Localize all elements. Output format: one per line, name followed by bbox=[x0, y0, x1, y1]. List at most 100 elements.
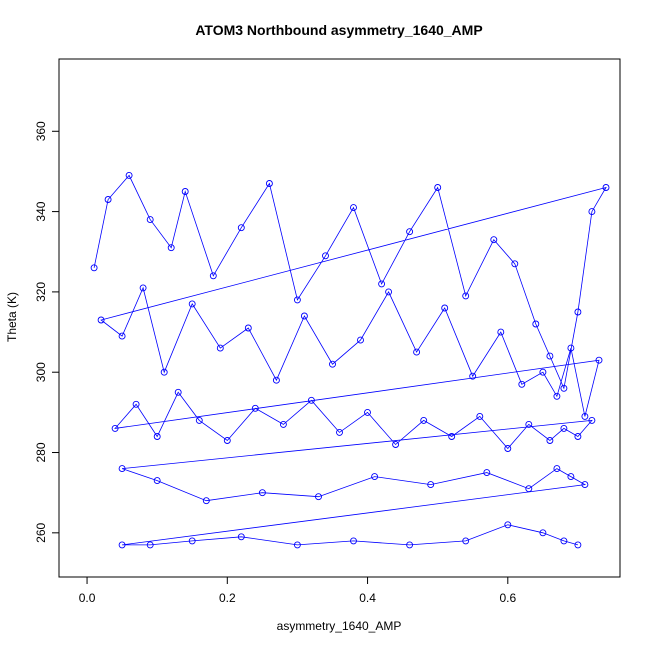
data-point bbox=[279, 420, 287, 428]
data-point bbox=[434, 184, 442, 191]
data-point bbox=[567, 344, 575, 352]
data-point bbox=[125, 171, 133, 179]
data-point bbox=[350, 204, 357, 212]
x-tick-label: 0.0 bbox=[79, 591, 96, 605]
data-point bbox=[216, 344, 224, 352]
data-point bbox=[469, 372, 477, 380]
data-point bbox=[581, 481, 589, 489]
data-point bbox=[209, 272, 217, 280]
y-tick-label: 280 bbox=[34, 442, 48, 462]
data-point bbox=[97, 316, 105, 324]
data-point bbox=[357, 336, 364, 344]
data-point bbox=[272, 376, 280, 384]
data-point bbox=[462, 292, 470, 300]
data-point bbox=[574, 308, 582, 316]
data-point bbox=[258, 489, 266, 497]
data-point bbox=[202, 497, 210, 505]
data-point bbox=[595, 356, 603, 364]
data-point bbox=[146, 216, 154, 224]
data-point bbox=[588, 208, 596, 216]
data-point bbox=[427, 481, 435, 489]
data-point bbox=[153, 433, 161, 440]
data-point bbox=[181, 188, 189, 195]
y-tick-label: 360 bbox=[34, 121, 48, 141]
data-point bbox=[497, 328, 505, 336]
data-point bbox=[553, 392, 561, 400]
data-point bbox=[300, 312, 308, 320]
data-point bbox=[188, 537, 196, 545]
data-point bbox=[385, 288, 393, 296]
data-point bbox=[441, 304, 449, 312]
data-point bbox=[104, 196, 112, 203]
data-point bbox=[511, 260, 519, 268]
data-point bbox=[364, 408, 371, 416]
data-point bbox=[160, 368, 168, 376]
data-point bbox=[378, 280, 386, 288]
data-point bbox=[476, 412, 484, 420]
data-point bbox=[315, 493, 322, 501]
data-point bbox=[223, 437, 231, 444]
data-point bbox=[560, 537, 568, 545]
data-point bbox=[251, 404, 259, 412]
y-tick-label: 320 bbox=[34, 282, 48, 302]
data-point bbox=[560, 384, 568, 392]
data-point bbox=[490, 236, 498, 244]
data-point bbox=[504, 445, 512, 452]
y-axis-label: Theta (K) bbox=[5, 292, 19, 342]
data-point bbox=[560, 424, 568, 432]
data-point bbox=[602, 184, 610, 191]
data-point bbox=[525, 420, 533, 428]
plot-data-layer bbox=[90, 171, 610, 549]
data-point bbox=[188, 300, 196, 308]
data-point bbox=[525, 485, 533, 493]
data-point bbox=[293, 541, 301, 549]
data-point bbox=[413, 348, 421, 356]
data-point bbox=[118, 541, 126, 549]
data-point bbox=[574, 433, 582, 440]
y-tick-label: 340 bbox=[34, 201, 48, 221]
data-point bbox=[322, 252, 329, 260]
data-point bbox=[574, 541, 582, 549]
data-point bbox=[118, 332, 126, 340]
data-point bbox=[392, 441, 400, 448]
x-axis-label: asymmetry_1640_AMP bbox=[277, 619, 402, 633]
data-point bbox=[504, 521, 512, 529]
x-axis: 0.0 0.2 0.4 0.6 bbox=[79, 576, 516, 605]
x-tick-label: 0.6 bbox=[499, 591, 516, 605]
y-tick-label: 300 bbox=[34, 362, 48, 382]
y-tick-label: 260 bbox=[34, 522, 48, 542]
data-point bbox=[532, 320, 540, 328]
data-point bbox=[329, 360, 336, 368]
data-point bbox=[539, 368, 547, 376]
data-point bbox=[567, 473, 575, 481]
series-line bbox=[93, 174, 607, 546]
data-point bbox=[371, 473, 379, 481]
data-point bbox=[406, 228, 414, 236]
data-point bbox=[462, 537, 470, 545]
data-point bbox=[518, 380, 526, 388]
data-point bbox=[546, 437, 554, 444]
data-point bbox=[90, 264, 98, 272]
data-point bbox=[483, 469, 491, 477]
data-point bbox=[111, 424, 119, 432]
data-point bbox=[167, 244, 175, 252]
x-tick-label: 0.4 bbox=[359, 591, 376, 605]
data-point bbox=[153, 477, 161, 485]
chart-title: ATOM3 Northbound asymmetry_1640_AMP bbox=[195, 22, 482, 38]
data-point bbox=[350, 537, 357, 545]
data-point bbox=[553, 465, 561, 473]
data-point bbox=[244, 324, 252, 332]
data-point bbox=[588, 416, 596, 424]
data-point bbox=[307, 396, 315, 404]
data-point bbox=[581, 412, 589, 420]
data-point bbox=[118, 465, 126, 473]
data-point bbox=[174, 388, 182, 396]
data-point bbox=[546, 352, 554, 360]
y-axis: 260 280 300 320 340 360 bbox=[34, 121, 60, 543]
data-point bbox=[293, 296, 301, 304]
data-point bbox=[139, 284, 147, 292]
data-point bbox=[420, 416, 428, 424]
x-tick-label: 0.2 bbox=[219, 591, 236, 605]
